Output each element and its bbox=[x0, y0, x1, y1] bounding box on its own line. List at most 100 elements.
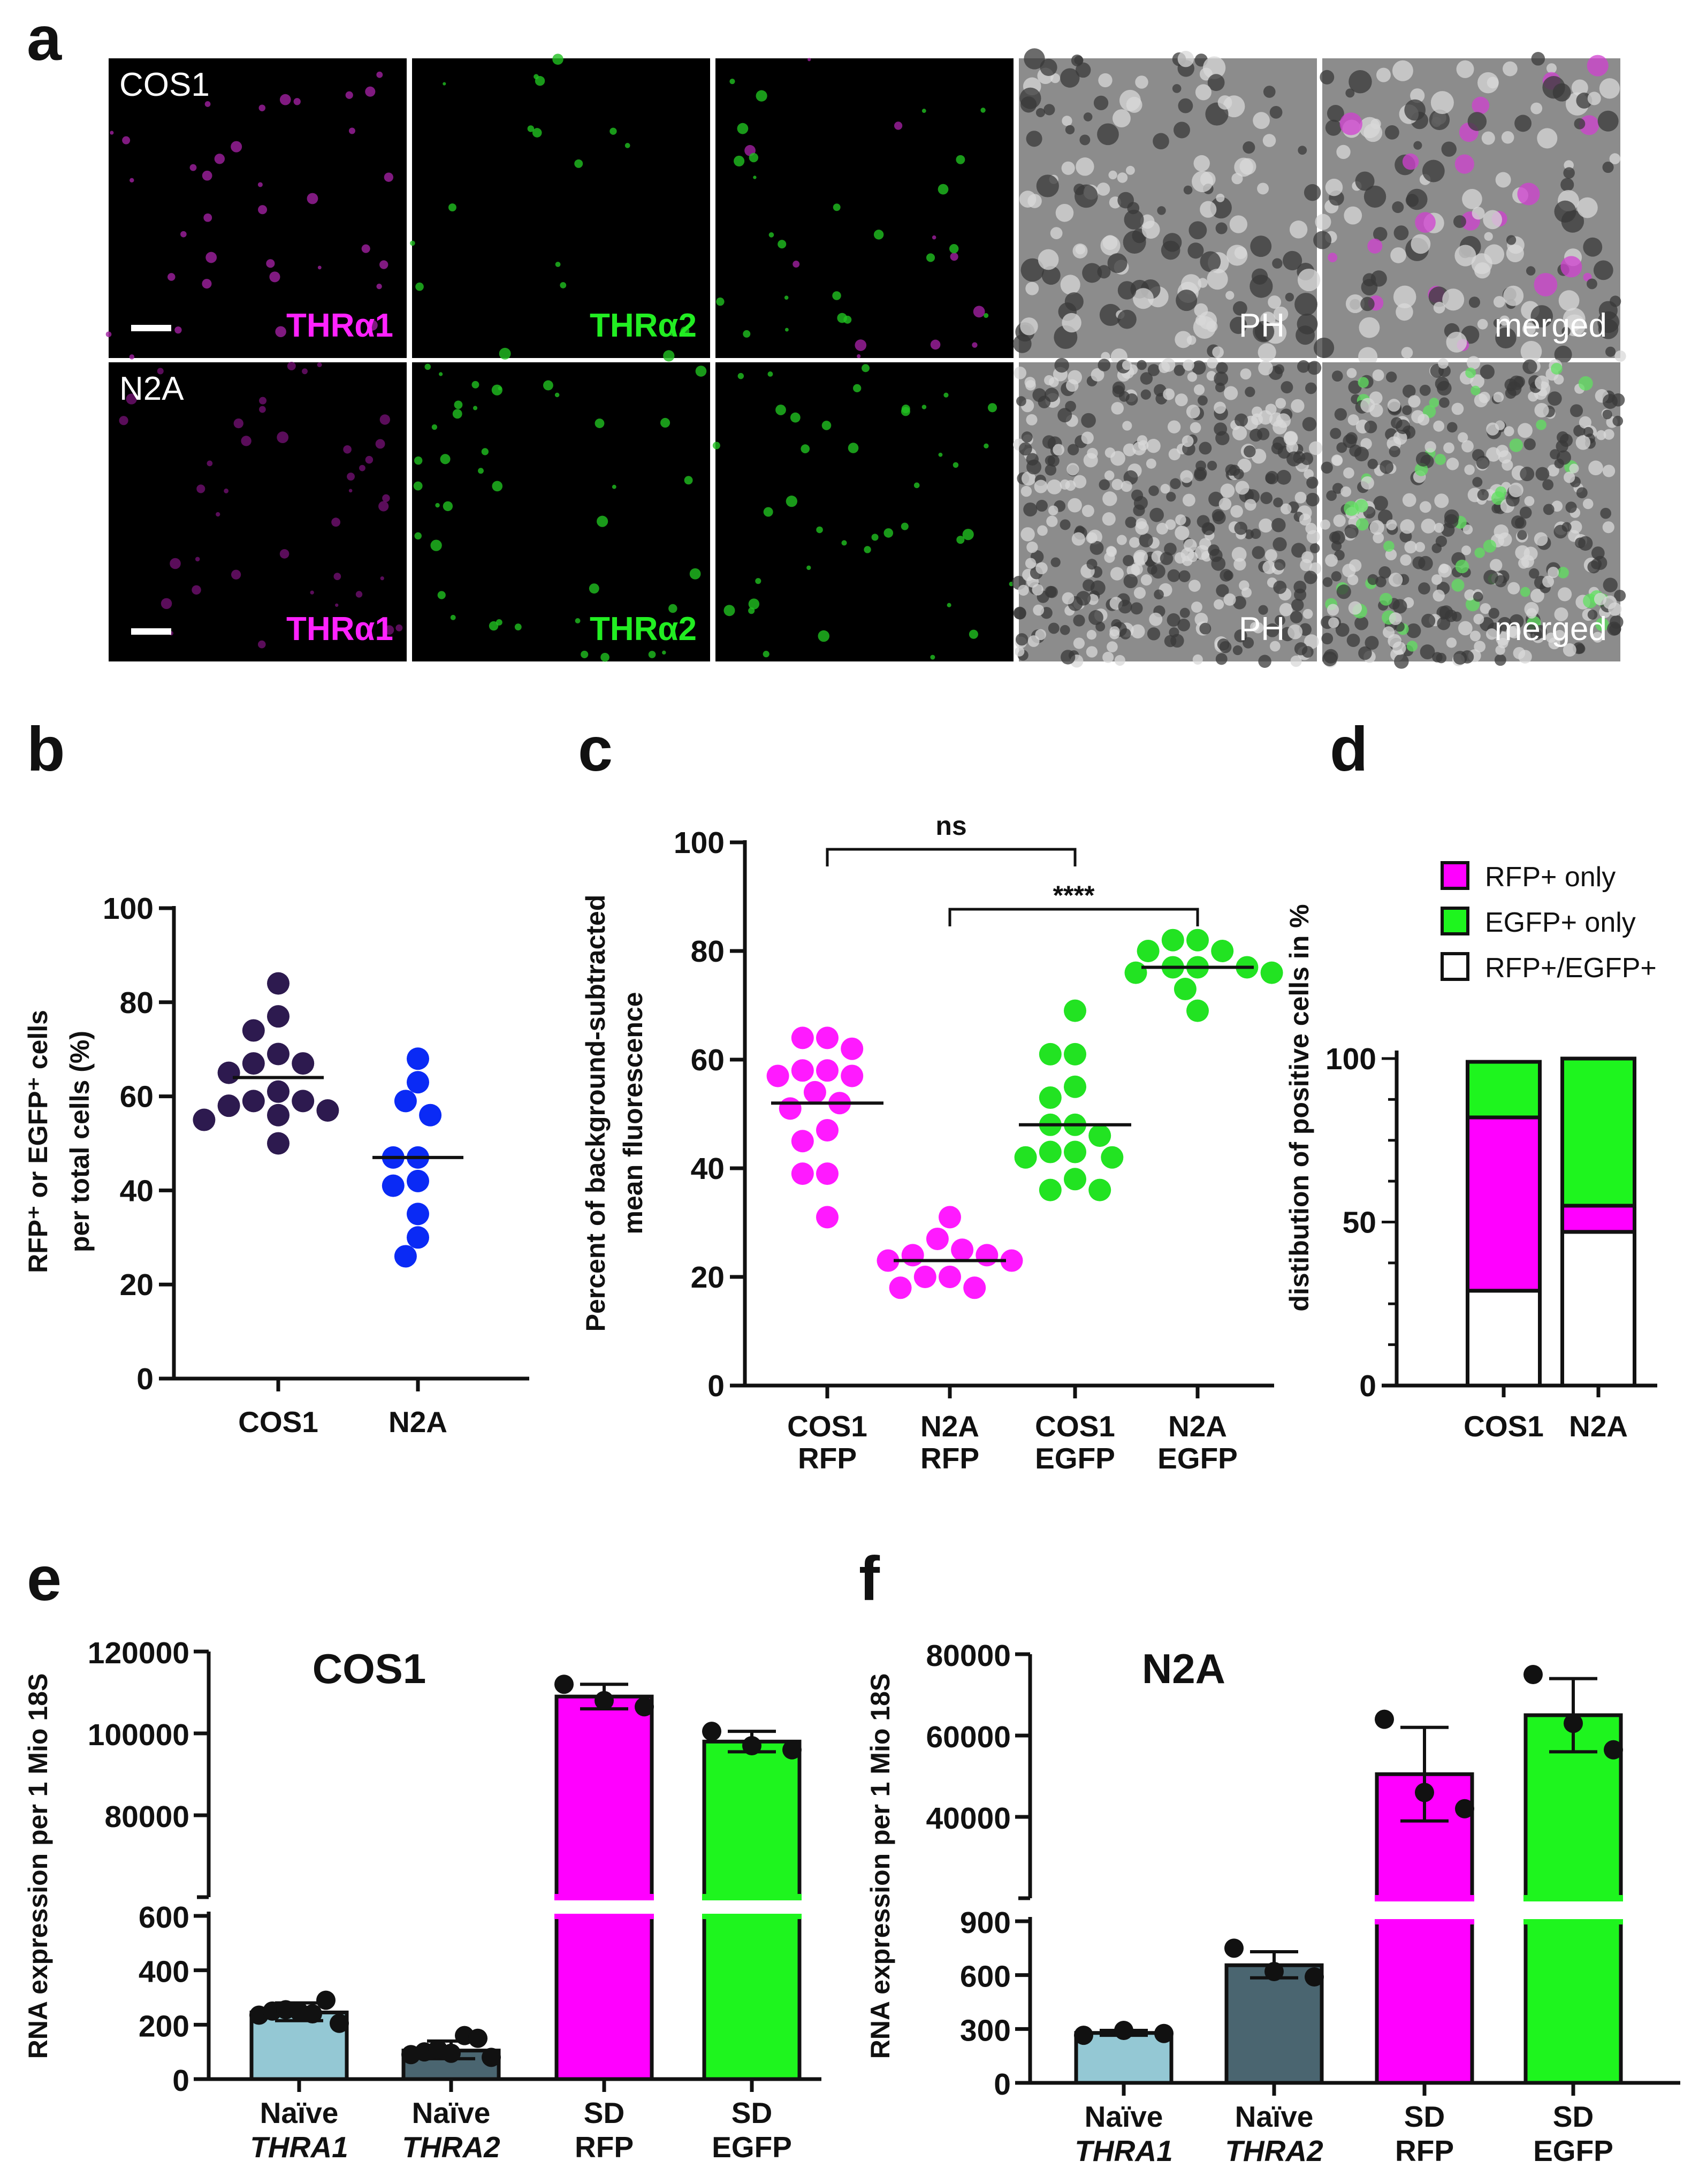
cell bbox=[1106, 546, 1117, 557]
data-point bbox=[1124, 961, 1147, 984]
cell bbox=[862, 364, 870, 372]
cell bbox=[1300, 452, 1314, 466]
cell bbox=[1380, 460, 1394, 474]
cell bbox=[1335, 623, 1350, 637]
cell bbox=[778, 240, 787, 249]
cell bbox=[1491, 503, 1502, 514]
cell bbox=[1276, 470, 1291, 485]
panel-c-chart: 0 20 40 60 80 100 Percent of background-subtra… bbox=[581, 811, 1283, 1475]
cell bbox=[1464, 589, 1476, 601]
legend-label: EGFP+ only bbox=[1485, 907, 1636, 938]
cell bbox=[170, 558, 181, 569]
data-point bbox=[217, 1061, 240, 1084]
cell bbox=[1055, 203, 1074, 222]
cell bbox=[333, 573, 341, 580]
cell bbox=[1583, 593, 1598, 608]
cell bbox=[1309, 543, 1320, 553]
cell bbox=[1064, 292, 1084, 311]
x-tick-label: RFP bbox=[798, 1442, 857, 1475]
data-point bbox=[1211, 940, 1234, 962]
cell bbox=[1081, 505, 1094, 518]
cell bbox=[1252, 406, 1263, 417]
cell bbox=[1013, 606, 1026, 620]
data-point bbox=[1039, 1042, 1062, 1066]
data-point bbox=[1186, 929, 1209, 952]
cell bbox=[1081, 431, 1094, 444]
cell bbox=[1214, 422, 1228, 436]
cell bbox=[1231, 173, 1243, 185]
cell bbox=[1151, 564, 1165, 579]
cell bbox=[1563, 167, 1575, 179]
cell bbox=[938, 452, 943, 457]
cell bbox=[1060, 519, 1071, 530]
cell bbox=[202, 170, 212, 181]
cell bbox=[1131, 624, 1145, 638]
cell bbox=[1034, 480, 1048, 493]
cell bbox=[1175, 393, 1188, 407]
cell bbox=[1564, 471, 1575, 483]
cell bbox=[1217, 638, 1230, 651]
cell bbox=[1019, 87, 1041, 109]
cell bbox=[1232, 645, 1243, 656]
cell bbox=[1355, 518, 1369, 531]
cell bbox=[1250, 528, 1261, 539]
cell bbox=[1332, 455, 1343, 466]
data-point bbox=[901, 1244, 924, 1267]
cell bbox=[748, 598, 760, 610]
cell bbox=[1454, 245, 1476, 267]
cell bbox=[1557, 431, 1569, 444]
cell bbox=[1133, 587, 1146, 599]
cell bbox=[1325, 119, 1342, 136]
cell bbox=[1418, 582, 1430, 595]
cell bbox=[1243, 445, 1256, 458]
cell bbox=[1283, 431, 1298, 446]
cell bbox=[1534, 273, 1558, 296]
cell bbox=[1118, 391, 1130, 402]
cell bbox=[1192, 654, 1203, 665]
cell bbox=[1104, 447, 1116, 458]
data-point bbox=[816, 1162, 839, 1185]
cell bbox=[204, 101, 211, 107]
data-point bbox=[1039, 1178, 1062, 1201]
cell bbox=[1461, 545, 1472, 555]
cell bbox=[1554, 200, 1576, 223]
cell bbox=[853, 384, 862, 393]
cell bbox=[1575, 435, 1591, 450]
cell bbox=[1570, 404, 1583, 417]
micrograph-image bbox=[715, 58, 1014, 358]
cell bbox=[1385, 371, 1397, 383]
cell bbox=[1435, 453, 1446, 465]
cell bbox=[126, 393, 137, 405]
cell bbox=[689, 568, 701, 580]
channel-label-ph: PH bbox=[1239, 611, 1285, 648]
data-point bbox=[742, 1736, 761, 1755]
data-point bbox=[267, 1132, 289, 1155]
cell bbox=[1496, 445, 1509, 458]
data-point bbox=[1260, 961, 1283, 984]
x-tick-label: N2A bbox=[1569, 1410, 1628, 1443]
data-point bbox=[1064, 1075, 1086, 1098]
cell bbox=[1274, 559, 1286, 570]
cell bbox=[1376, 67, 1391, 82]
cell bbox=[1487, 77, 1499, 89]
cell bbox=[1083, 112, 1093, 121]
cell bbox=[1020, 485, 1032, 497]
cell bbox=[1543, 504, 1555, 515]
cell bbox=[984, 313, 989, 318]
cell bbox=[1328, 253, 1338, 263]
cell bbox=[1175, 526, 1190, 541]
cell bbox=[1571, 79, 1588, 96]
cell bbox=[1269, 641, 1281, 652]
significance-label: **** bbox=[1053, 880, 1095, 910]
cell bbox=[1517, 530, 1527, 540]
cell bbox=[1385, 125, 1399, 140]
bar-lower-cut bbox=[554, 1914, 654, 1919]
cell bbox=[1307, 361, 1322, 375]
cell bbox=[1297, 360, 1310, 373]
cell bbox=[1344, 501, 1359, 516]
cell bbox=[415, 282, 424, 291]
cell bbox=[1025, 558, 1037, 569]
cell bbox=[259, 406, 266, 413]
cell bbox=[1110, 567, 1124, 581]
x-tick-label: THRA1 bbox=[1075, 2134, 1172, 2167]
